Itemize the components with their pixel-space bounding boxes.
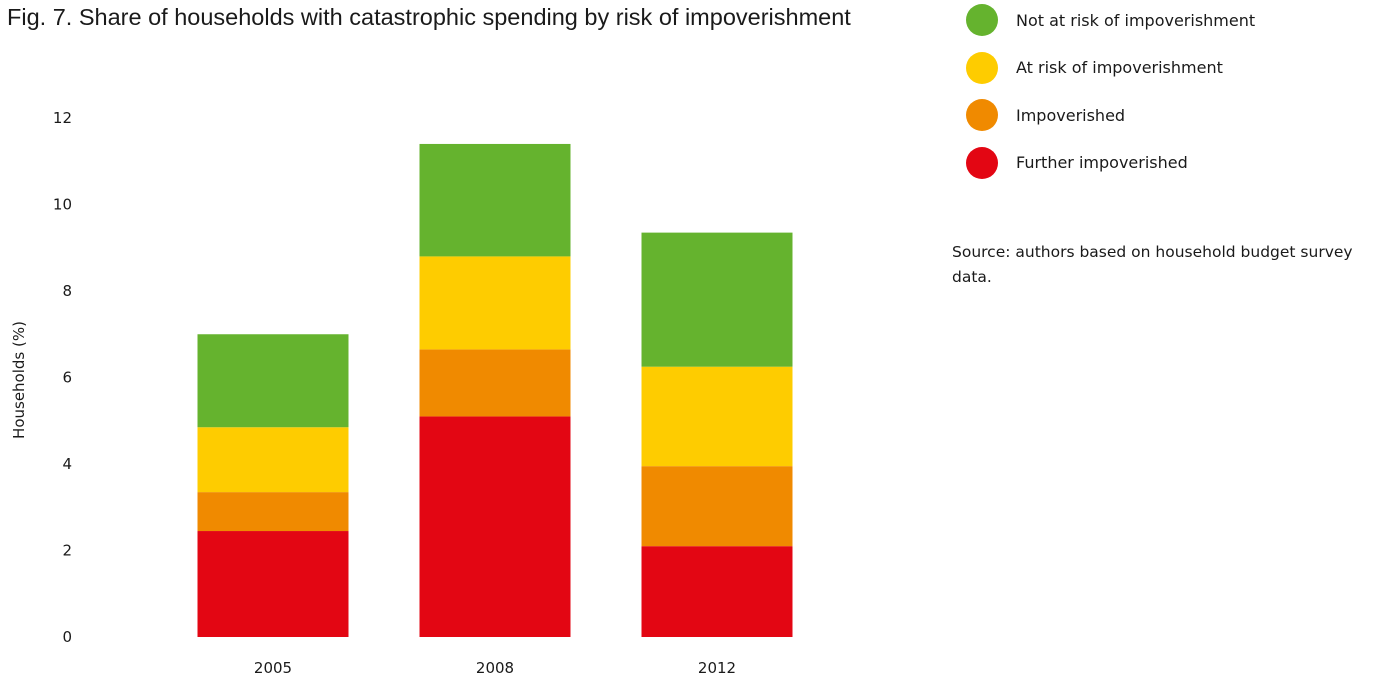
bar-segment — [197, 334, 349, 428]
y-tick-label: 8 — [62, 282, 72, 300]
legend-label: Impoverished — [1016, 105, 1126, 125]
x-tick-label: 2012 — [698, 659, 736, 677]
legend-swatch — [966, 51, 998, 84]
y-tick-label: 2 — [62, 542, 72, 560]
legend: Not at risk of impoverishment At risk of … — [966, 4, 1255, 194]
x-axis-ticks: 2005 2008 2012 — [254, 659, 736, 677]
bar-segment — [197, 531, 349, 637]
bar-segment — [419, 416, 571, 637]
bar-segment — [419, 256, 571, 350]
bar-segment — [419, 143, 571, 257]
legend-label: At risk of impoverishment — [1016, 58, 1223, 77]
bar-segment — [641, 466, 793, 547]
y-tick-label: 0 — [62, 628, 72, 646]
y-tick-label: 10 — [53, 196, 72, 214]
bar-segment — [419, 349, 571, 417]
legend-item: At risk of impoverishment — [966, 51, 1255, 84]
bars — [197, 143, 793, 637]
bar-segment — [641, 366, 793, 467]
legend-label: Not at risk of impoverishment — [1016, 10, 1256, 30]
legend-item: Impoverished — [966, 99, 1255, 131]
legend-swatch — [966, 146, 998, 179]
y-axis-title: Households (%) — [10, 321, 28, 439]
bar-segment — [641, 232, 793, 367]
bar-segment — [641, 546, 793, 637]
bar-segment — [197, 427, 349, 493]
y-tick-label: 12 — [53, 109, 72, 127]
bar-segment — [197, 492, 349, 532]
y-tick-label: 4 — [62, 455, 72, 473]
y-tick-label: 6 — [62, 369, 72, 387]
chart-title: Fig. 7. Share of households with catastr… — [7, 4, 851, 30]
source-note: Source: authors based on household budge… — [952, 243, 1353, 286]
legend-item: Further impoverished — [966, 146, 1255, 179]
x-tick-label: 2008 — [476, 659, 514, 677]
legend-item: Not at risk of impoverishment — [966, 4, 1255, 36]
legend-swatch — [966, 4, 998, 36]
y-axis-ticks: 0 2 4 6 8 10 12 — [53, 109, 72, 646]
x-tick-label: 2005 — [254, 659, 292, 677]
legend-label: Further impoverished — [1016, 153, 1188, 172]
legend-swatch — [966, 99, 998, 131]
